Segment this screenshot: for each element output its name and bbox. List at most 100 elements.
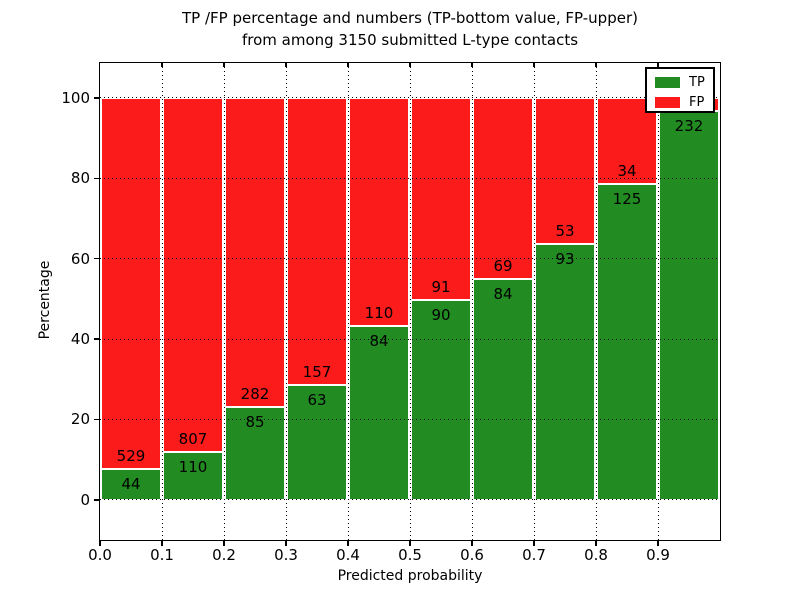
- bar-segment-tp: [473, 279, 533, 500]
- axis-tick-x: [285, 541, 287, 546]
- chart-title-line1: TP /FP percentage and numbers (TP-bottom…: [182, 9, 638, 27]
- bar-label-tp: 90: [431, 306, 451, 325]
- axis-tick-top: [657, 63, 659, 67]
- y-tick-label: 0: [80, 490, 90, 509]
- axis-tick-y: [94, 418, 99, 421]
- axis-tick-top: [533, 63, 535, 67]
- gridline-x: [595, 63, 597, 540]
- bar-label-tp: 125: [612, 189, 642, 208]
- legend-label-tp: TP: [689, 74, 705, 90]
- axis-tick-x: [99, 541, 101, 546]
- bar-segment-fp: [473, 97, 533, 280]
- bar-label-fp: 110: [364, 303, 394, 322]
- bar-label-tp: 110: [178, 457, 208, 476]
- bar-segment-tp: [349, 325, 409, 500]
- chart-title: TP /FP percentage and numbers (TP-bottom…: [100, 7, 720, 51]
- axis-tick-x: [595, 541, 597, 546]
- bar-segment-tp: [659, 111, 719, 500]
- bar-label-tp: 85: [245, 412, 265, 431]
- axis-tick-top: [595, 63, 597, 67]
- x-tick-label: 0.4: [336, 546, 360, 564]
- x-tick-label: 0.1: [150, 546, 174, 564]
- bar-label-tp: 232: [674, 117, 704, 136]
- bar-label-fp: 157: [302, 362, 332, 381]
- gridline-x: [533, 63, 535, 540]
- bar-segment-fp: [225, 97, 285, 407]
- axis-tick-y: [94, 338, 99, 340]
- axis-tick-x: [409, 541, 411, 546]
- bar-segment-fp: [287, 97, 347, 385]
- bar-label-fp: 34: [617, 161, 637, 180]
- chart-title-line2: from among 3150 submitted L-type contact…: [241, 31, 579, 49]
- gridline-x: [161, 63, 163, 540]
- plot-area: TP FP 529 44 807 110 282 85 157 63 110 84 91 90 69 84 5…: [99, 62, 721, 541]
- axis-tick-x: [533, 541, 535, 546]
- bar-segment-fp: [349, 97, 409, 326]
- axis-tick-top: [161, 63, 163, 67]
- bar-segment-fp: [535, 97, 595, 244]
- y-tick-label: 60: [70, 249, 90, 268]
- axis-tick-y: [94, 257, 99, 260]
- legend: TP FP: [645, 67, 715, 113]
- axis-tick-top: [471, 63, 473, 67]
- axis-tick-x: [657, 541, 659, 546]
- bar-label-fp: 282: [240, 384, 270, 403]
- x-tick-label: 0.6: [460, 546, 484, 564]
- bar-label-fp: 91: [431, 278, 451, 297]
- axis-tick-top: [347, 63, 349, 67]
- bar-label-tp: 93: [555, 249, 575, 268]
- y-axis-label: Percentage: [37, 260, 53, 340]
- legend-row-tp: TP: [655, 72, 713, 92]
- gridline-y: [100, 97, 720, 99]
- axis-tick-x: [161, 541, 163, 546]
- x-axis-label: Predicted probability: [337, 568, 483, 584]
- legend-row-fp: FP: [655, 92, 713, 112]
- gridline-y: [100, 177, 720, 179]
- gridline-x: [471, 63, 473, 540]
- y-tick-label: 20: [70, 410, 90, 429]
- bar-label-fp: 53: [555, 221, 575, 240]
- axis-tick-y: [94, 177, 99, 180]
- bar-segment-tp: [287, 384, 347, 500]
- bar-segment-tp: [535, 243, 595, 500]
- legend-swatch-tp: [655, 76, 680, 88]
- bar-segment-fp: [163, 97, 223, 452]
- gridline-y: [100, 338, 720, 340]
- bar-segment-tp: [225, 406, 285, 500]
- x-tick-label: 0.0: [88, 546, 112, 564]
- y-tick-label: 80: [70, 169, 90, 188]
- bar-segment-tp: [163, 451, 223, 500]
- axis-tick-x: [223, 541, 225, 546]
- gridline-y: [100, 418, 720, 420]
- bar-segment-tp: [597, 183, 657, 500]
- axis-tick-top: [285, 63, 287, 67]
- bar-label-tp: 63: [307, 390, 327, 409]
- axis-tick-y: [94, 499, 99, 501]
- gridline-y: [100, 258, 720, 260]
- gridline-x: [347, 63, 349, 540]
- gridline-x: [223, 63, 225, 540]
- bar-segment-tp: [101, 468, 161, 500]
- axis-tick-x: [471, 541, 473, 546]
- gridline-x: [285, 63, 287, 540]
- x-tick-label: 0.3: [274, 546, 298, 564]
- bar-segment-fp: [411, 97, 471, 301]
- y-tick-label: 40: [70, 330, 90, 349]
- bar-label-tp: 84: [369, 331, 389, 350]
- x-tick-label: 0.7: [522, 546, 546, 564]
- bar-label-fp: 529: [116, 446, 146, 465]
- legend-swatch-fp: [655, 96, 680, 108]
- gridline-x: [657, 63, 659, 540]
- bar-segment-tp: [411, 300, 471, 500]
- bar-label-fp: 807: [178, 429, 208, 448]
- y-tick-label: 100: [61, 88, 90, 107]
- axis-tick-top: [409, 63, 411, 67]
- gridline-y: [100, 499, 720, 501]
- gridline-x: [409, 63, 411, 540]
- axis-tick-x: [347, 541, 349, 546]
- bar-label-tp: 44: [121, 474, 141, 493]
- legend-label-fp: FP: [689, 94, 705, 110]
- x-tick-label: 0.2: [212, 546, 236, 564]
- x-tick-label: 0.9: [646, 546, 670, 564]
